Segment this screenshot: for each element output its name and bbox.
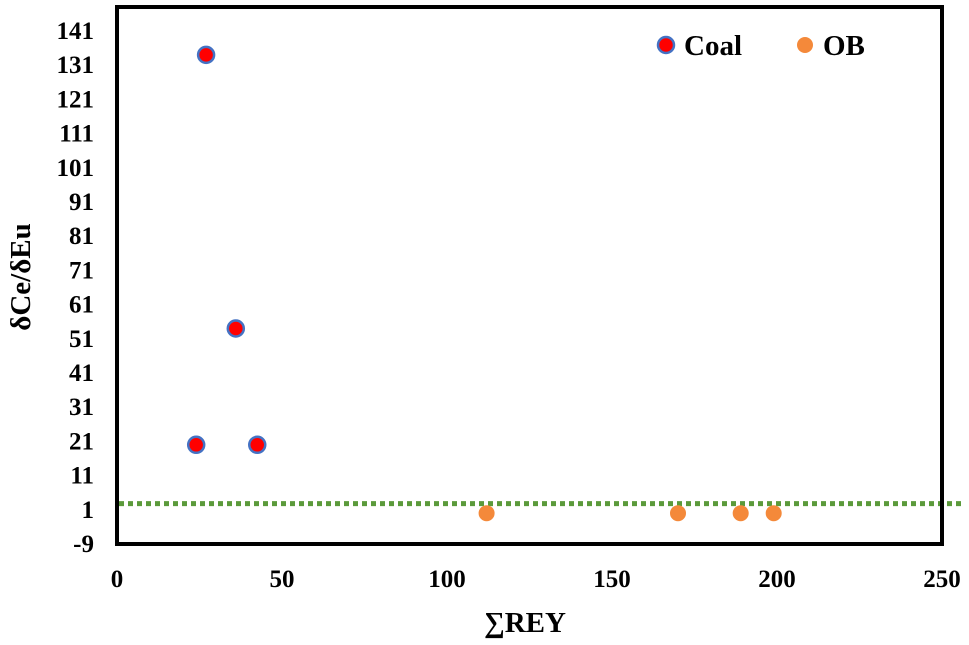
y-tick-label: 81 bbox=[69, 223, 94, 250]
y-tick-label: 51 bbox=[69, 326, 94, 353]
y-tick-label: 11 bbox=[70, 463, 94, 490]
y-tick-label: 1 bbox=[82, 497, 95, 524]
y-tick-label: 91 bbox=[69, 189, 94, 216]
point-coal bbox=[186, 435, 206, 455]
y-tick-label: 31 bbox=[69, 394, 94, 421]
x-tick-label: 150 bbox=[593, 566, 631, 593]
y-axis-title: δCe/δEu bbox=[5, 223, 37, 330]
legend-label-coal: Coal bbox=[684, 30, 742, 62]
y-tick-label: 71 bbox=[69, 257, 94, 284]
y-tick-label: 101 bbox=[57, 155, 95, 182]
x-tick-label: 50 bbox=[270, 566, 295, 593]
y-tick-label: 121 bbox=[57, 86, 95, 113]
point-coal bbox=[226, 319, 246, 338]
x-axis-ticks: 0 50 100 150 200 250 bbox=[111, 566, 961, 593]
legend-label-ob: OB bbox=[823, 30, 865, 62]
legend-marker-coal bbox=[656, 35, 676, 55]
legend: Coal OB bbox=[656, 30, 865, 62]
points-layer bbox=[186, 45, 782, 522]
x-tick-label: 0 bbox=[111, 566, 124, 593]
point-coal bbox=[248, 435, 267, 455]
point-ob bbox=[478, 505, 495, 522]
plot-frame bbox=[115, 5, 944, 546]
point-ob bbox=[670, 505, 686, 522]
x-tick-label: 200 bbox=[758, 566, 796, 593]
x-tick-label: 250 bbox=[923, 566, 961, 593]
legend-marker-ob bbox=[797, 37, 813, 53]
x-tick-label: 100 bbox=[428, 566, 466, 593]
y-tick-label: 41 bbox=[69, 360, 94, 387]
y-tick-label: 141 bbox=[57, 18, 95, 45]
y-tick-label: 131 bbox=[57, 52, 95, 79]
x-axis-title: ∑REY bbox=[484, 607, 566, 639]
point-ob bbox=[765, 505, 782, 522]
y-tick-label: -9 bbox=[73, 531, 94, 558]
point-ob bbox=[732, 505, 749, 522]
y-tick-label: 61 bbox=[69, 292, 94, 319]
y-tick-label: 21 bbox=[69, 428, 94, 455]
y-tick-label: 111 bbox=[59, 121, 94, 148]
point-coal bbox=[196, 45, 216, 65]
